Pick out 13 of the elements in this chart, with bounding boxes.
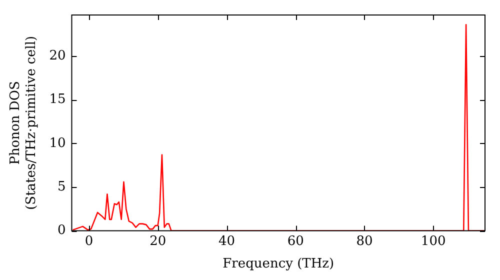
x-tick-label: 0 [84,234,94,249]
x-tick-label: 80 [356,234,373,249]
y-tick-label: 20 [49,48,66,64]
x-tick-label: 100 [420,234,446,249]
x-tick-label: 20 [150,234,166,249]
y-tick-label: 5 [57,179,66,194]
y-tick-label: 15 [49,92,66,108]
x-tick-label: 60 [287,234,304,249]
x-axis-title: Frequency (THz) [222,256,334,272]
y-axis-title: Phonon DOS (States/THz·primitive cell) [8,36,39,210]
y-tick-label: 0 [57,223,66,238]
x-tick-label: 40 [218,234,235,249]
y-tick-label: 10 [49,136,66,151]
